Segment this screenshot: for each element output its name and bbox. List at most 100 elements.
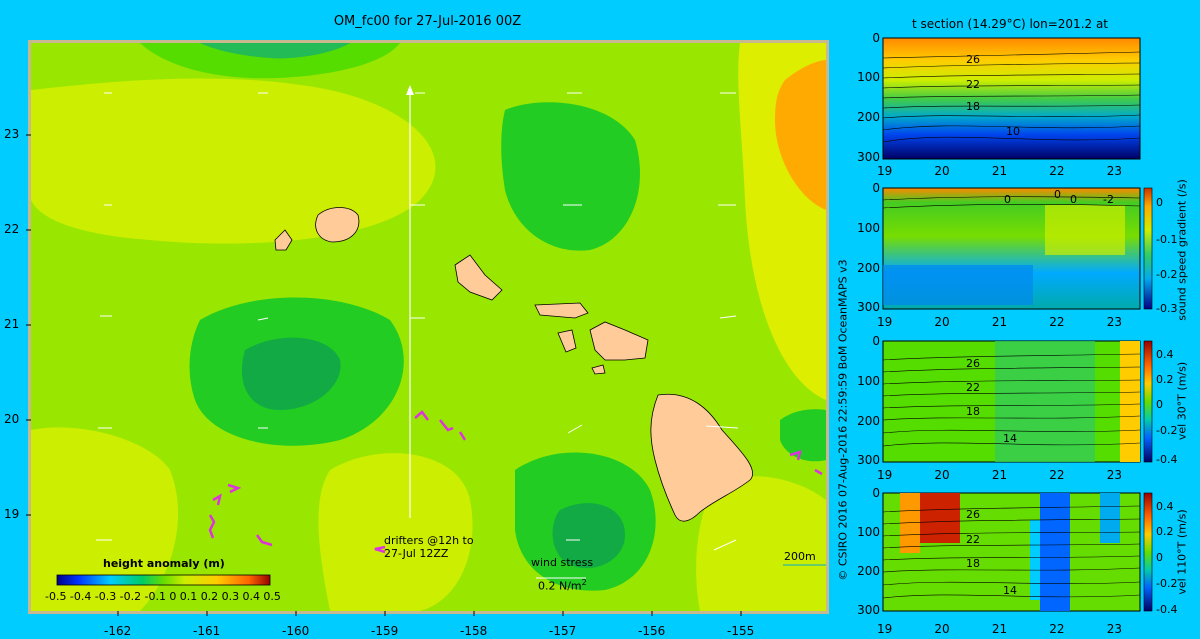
contour-label: 18	[966, 100, 980, 113]
contour-line	[882, 51, 1141, 59]
wind-arrow	[713, 539, 737, 551]
lat-tick-label: 22	[1049, 468, 1065, 482]
lat-tick-label: 22	[1049, 622, 1065, 636]
lat-tick-label: 19	[877, 315, 893, 329]
vel110-blue-east	[1100, 493, 1120, 543]
contour-line	[882, 594, 1141, 599]
cb4-tick: 0.4	[1156, 500, 1174, 513]
drifter-track	[439, 419, 454, 432]
cb-tick: 0.2	[200, 590, 219, 603]
sound-speed-cb-label: sound speed gradient (/s)	[1175, 179, 1189, 321]
depth-tick: 200	[857, 414, 880, 428]
contour-label: 22	[966, 533, 980, 546]
wind-scale-label: 0.2 N/m2	[538, 578, 587, 593]
depth-tick: 200	[857, 564, 880, 578]
drifter-tracks	[208, 410, 823, 554]
island-maui	[589, 321, 649, 361]
contour-line	[882, 391, 1141, 397]
lat-tick-label: 20	[934, 622, 950, 636]
island-oahu	[454, 254, 503, 301]
drifter-track	[374, 545, 386, 554]
lat-tick-label: 22	[4, 222, 20, 236]
contour-label: 22	[966, 78, 980, 91]
cb4-tick: -0.4	[1156, 603, 1178, 616]
contour-label: 26	[966, 53, 980, 66]
contour-line	[882, 555, 1141, 561]
lat-tick-label: 21	[991, 164, 1008, 178]
wind-arrow	[567, 424, 583, 434]
island-niihau	[274, 229, 293, 251]
island-molokai	[534, 302, 589, 319]
depth-tick: 300	[857, 453, 880, 467]
sections-title: t section (14.29°C) lon=201.2 at	[911, 17, 1109, 31]
depth-tick: 300	[857, 603, 880, 617]
lat-tick-label: 20	[934, 164, 950, 178]
contour-yellow-southeast	[696, 476, 826, 611]
contour-line	[882, 543, 1141, 549]
vel110-cyan-patch	[1030, 520, 1040, 600]
lon-tick-label: -156	[638, 624, 666, 638]
cb3-tick: -0.2	[1156, 424, 1178, 437]
depth-tick: 100	[857, 70, 880, 84]
cb-tick: 0	[169, 590, 177, 603]
wind-arrow	[257, 317, 269, 321]
cb-tick: -0.1	[144, 590, 166, 603]
contour-line	[882, 531, 1141, 537]
contour-line	[882, 94, 1141, 99]
lat-tick-label: 20	[4, 412, 20, 426]
sound-speed-blue-patch	[883, 265, 1033, 305]
contour-yellow-west	[31, 78, 436, 244]
contour-line	[882, 84, 1141, 89]
contour-darkgreen-center-south	[552, 503, 625, 569]
island-lanai	[557, 329, 577, 353]
lat-tick-label: 23	[1106, 315, 1122, 329]
contour-line	[882, 518, 1141, 525]
depth-tick: 100	[857, 374, 880, 388]
wind-arrow	[719, 315, 737, 319]
vel110-contours	[882, 505, 1141, 599]
drifter-track	[208, 514, 216, 539]
contour-line	[882, 136, 1141, 143]
depth-tick: 0	[872, 334, 880, 348]
lat-tick-label: 19	[877, 622, 893, 636]
contour-label: 22	[966, 381, 980, 394]
lat-tick-label: 19	[877, 164, 893, 178]
cb-tick: -0.4	[69, 590, 92, 603]
drifter-track	[458, 431, 467, 441]
contour-line	[882, 505, 1141, 513]
depth-tick: 100	[857, 221, 880, 235]
lat-tick-label: 21	[991, 468, 1008, 482]
cb-tick: 0.5	[263, 590, 281, 603]
drifter-track	[255, 534, 273, 547]
lat-tick-label: 20	[934, 315, 950, 329]
wind-scale-exponent: 2	[581, 578, 587, 587]
lat-tick-label: 22	[1049, 164, 1065, 178]
cb2-tick: 0	[1156, 196, 1163, 209]
section-panels	[882, 37, 1153, 612]
lon-tick-label: -155	[727, 624, 755, 638]
temp-contours	[882, 51, 1141, 143]
credit-text: © CSIRO 2016 07-Aug-2016 22:59:59 BoM Oc…	[836, 259, 850, 581]
height-anomaly-colorbar	[56, 574, 271, 586]
drifter-track	[414, 410, 429, 421]
lon-tick-label: -160	[282, 624, 310, 638]
cb2-tick: -0.2	[1156, 268, 1178, 281]
drifter-track	[789, 450, 802, 461]
contour-yellow-top	[140, 43, 400, 79]
drifters-date-label: 27-Jul 12ZZ	[384, 547, 449, 560]
map-axis-ticks	[26, 134, 742, 616]
sound-speed-yellow-patch	[1045, 205, 1125, 255]
depth-tick: 0	[872, 181, 880, 195]
cb4-tick: -0.2	[1156, 577, 1178, 590]
sound-speed-colorbar	[1143, 187, 1153, 310]
cb3-tick: 0.4	[1156, 348, 1174, 361]
contour-green-center-north	[501, 102, 640, 251]
lat-tick-label: 21	[4, 317, 20, 331]
wind-stress-label: wind stress	[531, 556, 594, 569]
temp-section-panel	[882, 37, 1141, 160]
contour-label: 18	[966, 405, 980, 418]
lat-tick-label: 20	[934, 468, 950, 482]
panel3-lat-ticks: 19 20 21 22 23	[877, 468, 1122, 482]
depth-tick: 300	[857, 300, 880, 314]
contour-label: -2	[1103, 193, 1114, 206]
